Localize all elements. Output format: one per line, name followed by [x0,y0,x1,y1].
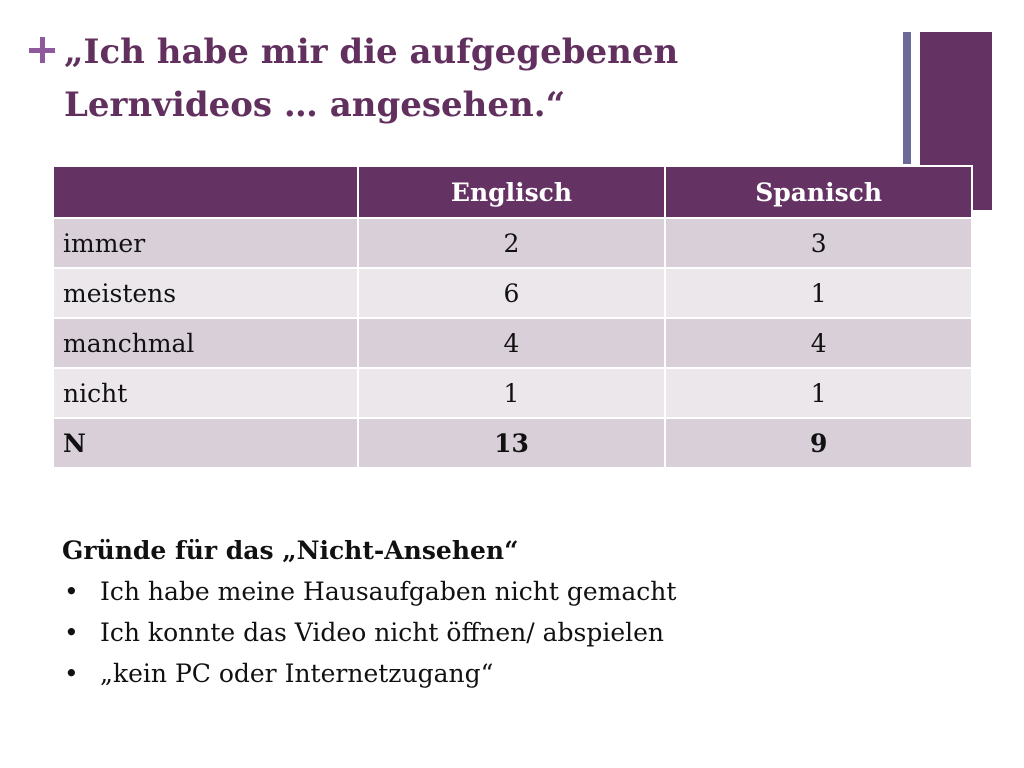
results-table: Englisch Spanisch immer 2 3 meistens 6 1… [52,165,973,469]
value-englisch: 2 [356,217,667,269]
reasons-heading: Gründe für das „Nicht-Ansehen“ [62,536,519,565]
reasons-list: • Ich habe meine Hausaufgaben nicht gema… [62,571,962,694]
row-label: manchmal [52,317,359,369]
slide-title-line-2: Lernvideos … angesehen.“ [64,85,566,125]
decorative-thin-bar [903,32,911,164]
plus-icon-vertical-bar [40,37,45,63]
header-empty-cell [52,165,359,219]
list-item-text: Ich konnte das Video nicht öffnen/ abspi… [100,618,665,647]
list-item-text: Ich habe meine Hausaufgaben nicht gemach… [100,577,677,606]
reasons-section: Gründe für das „Nicht-Ansehen“ • Ich hab… [62,530,962,694]
table-header-row: Englisch Spanisch [52,165,973,219]
row-label: nicht [52,367,359,419]
table-row: nicht 1 1 [52,367,973,419]
plus-icon [26,34,60,68]
table-row: immer 2 3 [52,217,973,269]
bullet-icon: • [64,659,79,688]
value-spanisch: 3 [664,217,973,269]
value-englisch: 6 [356,267,667,319]
total-englisch: 13 [356,417,667,469]
value-englisch: 1 [356,367,667,419]
value-englisch: 4 [356,317,667,369]
list-item-text: „kein PC oder Internetzugang“ [100,659,494,688]
slide-title: „Ich habe mir die aufgegebenen Lernvideo… [64,26,884,132]
value-spanisch: 1 [664,367,973,419]
table-row: meistens 6 1 [52,267,973,319]
total-label: N [52,417,359,469]
row-label: meistens [52,267,359,319]
bullet-icon: • [64,577,79,606]
bullet-icon: • [64,618,79,647]
row-label: immer [52,217,359,269]
total-spanisch: 9 [664,417,973,469]
table-total-row: N 13 9 [52,417,973,469]
header-englisch: Englisch [356,165,667,219]
value-spanisch: 1 [664,267,973,319]
slide-title-line-1: „Ich habe mir die aufgegebenen [64,32,679,72]
list-item: • Ich habe meine Hausaufgaben nicht gema… [62,571,962,612]
header-spanisch: Spanisch [664,165,973,219]
table-row: manchmal 4 4 [52,317,973,369]
list-item: • „kein PC oder Internetzugang“ [62,653,962,694]
list-item: • Ich konnte das Video nicht öffnen/ abs… [62,612,962,653]
value-spanisch: 4 [664,317,973,369]
